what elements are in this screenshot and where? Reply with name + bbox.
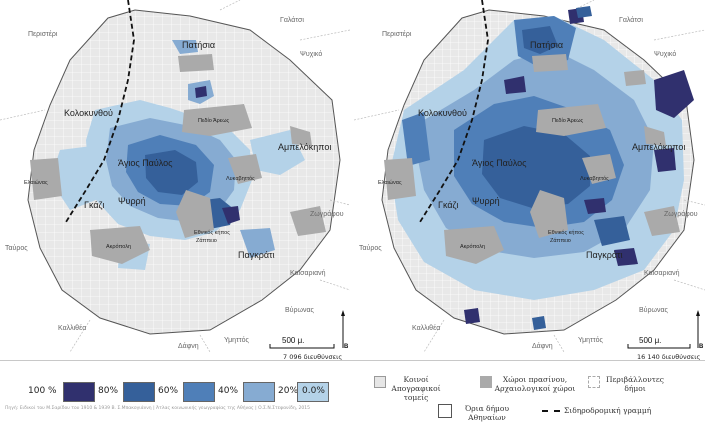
legend-swatch-40 <box>243 382 275 402</box>
label-kaisariani: Καισαριανή <box>290 270 326 277</box>
label-ymittos: Υμηττός <box>578 336 603 344</box>
map-right-svg: Περιστέρι Γαλάτσι Ψυχικό Ζωγράφου Ταύρος… <box>354 0 705 352</box>
label-akropoli: Ακρόπολη <box>460 243 485 250</box>
legend-green-swatch <box>480 376 492 388</box>
label-vyronas: Βύρωνας <box>639 306 668 314</box>
label-pagkrati: Παγκράτι <box>238 250 275 260</box>
svg-text:500 μ.: 500 μ. <box>282 336 304 345</box>
legend-bounds-label: Όρια δήμου Αθηναίων <box>464 404 510 422</box>
label-ethnikos-kipos: Εθνικός κήπος <box>548 229 584 236</box>
label-akropoli: Ακρόπολη <box>106 243 131 250</box>
label-pagkrati: Παγκράτι <box>586 250 623 260</box>
label-gkazi: Γκάζι <box>438 200 458 210</box>
legend-label-60: 60% <box>158 386 179 396</box>
label-zappeio: Ζάππειο <box>550 237 571 244</box>
label-pedio-areos: Πεδίο Άρεως <box>198 118 230 124</box>
svg-text:500 μ.: 500 μ. <box>639 336 661 345</box>
panel-divider <box>350 0 354 352</box>
north-arrow-left: Β <box>341 310 349 350</box>
label-ampelokipoi: Αμπελόκηποι <box>632 142 685 152</box>
label-patisia: Πατήσια <box>530 40 563 50</box>
label-psyrri: Ψυρρή <box>472 196 500 206</box>
label-psychiko: Ψυχικό <box>300 50 322 58</box>
label-tavros: Ταύρος <box>5 244 28 252</box>
label-lykavittos: Λυκαβηττός <box>580 175 609 182</box>
pedio-areos-area <box>182 104 252 136</box>
legend-bounds-swatch <box>438 404 452 418</box>
label-pedio-areos: Πεδίο Άρεως <box>552 118 584 124</box>
railway-line <box>419 0 489 223</box>
source-footnote: Πηγή: Ειδικοί του Μ.Σαρίδου του 1910 & 1… <box>5 406 310 411</box>
svg-text:Β: Β <box>699 344 704 350</box>
label-kallithea: Καλλιθέα <box>58 324 86 332</box>
label-vyronas: Βύρωνας <box>285 306 314 314</box>
label-ymittos: Υμηττός <box>224 336 249 344</box>
label-kolokynthou: Κολοκυνθού <box>64 108 113 118</box>
legend-census-swatch <box>374 376 386 388</box>
label-zappeio: Ζάππειο <box>196 237 217 244</box>
legend-surrounding-label: Περιβάλλοντες δήμοι <box>606 375 664 393</box>
legend-label-0: 0.0% <box>302 386 325 396</box>
address-count-right: 16 140 διευθύνσεις <box>637 353 701 361</box>
legend-green-label: Χώροι πρασίνου, Αρχαιολογικοί χώροι <box>494 375 576 393</box>
legend-swatch-100 <box>63 382 95 402</box>
legend-census-label: Κοινοί Απογραφικοί τομείς <box>391 375 441 402</box>
scalebar-right: 500 μ. <box>627 336 691 349</box>
label-psychiko: Ψυχικό <box>654 50 676 58</box>
label-peristeri: Περιστέρι <box>382 30 412 38</box>
label-kolokynthou: Κολοκυνθού <box>418 108 467 118</box>
label-kaisariani: Καισαριανή <box>644 270 680 277</box>
label-zografou: Ζωγράφου <box>310 210 344 218</box>
label-patisia: Πατήσια <box>182 40 215 50</box>
map-panel-left: Περιστέρι Γαλάτσι Ψυχικό Ζωγράφου Ταύρος… <box>0 0 350 352</box>
legend-label-80: 80% <box>98 386 119 396</box>
legend-swatch-60 <box>183 382 215 402</box>
legend-surrounding-swatch <box>588 376 600 388</box>
legend-label-20: 20% <box>278 386 299 396</box>
svg-text:Β: Β <box>344 344 349 350</box>
legend-separator <box>0 360 705 361</box>
label-lykavittos: Λυκαβηττός <box>226 175 255 182</box>
north-arrow-right: Β <box>696 310 704 350</box>
label-dafni: Δάφνη <box>178 342 199 350</box>
label-ampelokipoi: Αμπελόκηποι <box>278 142 331 152</box>
legend-railway-label: Σιδηροδρομική γραμμή <box>564 406 652 415</box>
label-eleonas: Ελαιώνας <box>24 179 48 186</box>
label-ethnikos-kipos: Εθνικός κήπος <box>194 229 230 236</box>
legend-label-40: 40% <box>218 386 239 396</box>
akropoli-area <box>90 226 150 264</box>
label-agios-pavlos: Άγιος Παύλος <box>118 158 173 168</box>
legend-swatch-20 <box>297 382 329 402</box>
label-psyrri: Ψυρρή <box>118 196 146 206</box>
label-tavros: Ταύρος <box>359 244 382 252</box>
legend-swatch-80 <box>123 382 155 402</box>
legend-label-100: 100 % <box>28 386 57 396</box>
label-peristeri: Περιστέρι <box>28 30 58 38</box>
label-gkazi: Γκάζι <box>84 200 104 210</box>
map-left-svg: Περιστέρι Γαλάτσι Ψυχικό Ζωγράφου Ταύρος… <box>0 0 350 352</box>
railway-line <box>65 0 135 223</box>
label-dafni: Δάφνη <box>532 342 553 350</box>
map-panel-right: Περιστέρι Γαλάτσι Ψυχικό Ζωγράφου Ταύρος… <box>354 0 705 352</box>
label-eleonas: Ελαιώνας <box>378 179 402 186</box>
legend-railway-symbol <box>542 410 560 412</box>
label-galatsi: Γαλάτσι <box>280 16 304 24</box>
scalebar-left: 500 μ. <box>269 336 335 349</box>
label-galatsi: Γαλάτσι <box>619 16 643 24</box>
label-kallithea: Καλλιθέα <box>412 324 440 332</box>
label-agios-pavlos: Άγιος Παύλος <box>472 158 527 168</box>
address-count-left: 7 096 διευθύνσεις <box>283 353 343 361</box>
label-zografou: Ζωγράφου <box>664 210 698 218</box>
